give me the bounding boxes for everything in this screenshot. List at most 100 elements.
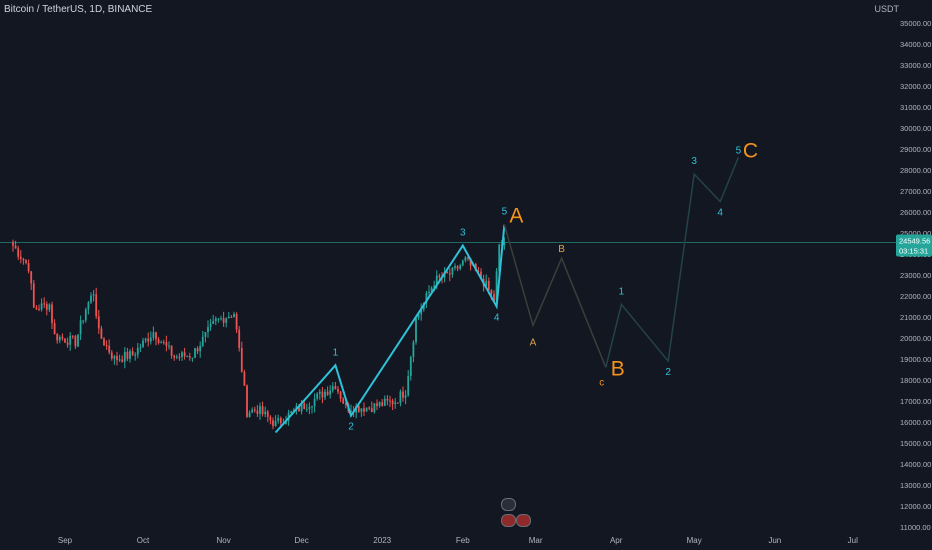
y-tick-label: 23000.00 bbox=[900, 271, 931, 280]
event-badge-3[interactable] bbox=[516, 514, 531, 527]
candle-body bbox=[61, 336, 64, 339]
candle-body bbox=[233, 313, 235, 318]
candle-body bbox=[459, 265, 462, 269]
candle-body bbox=[454, 266, 456, 268]
candle-body bbox=[498, 244, 501, 272]
candle-body bbox=[103, 338, 105, 346]
candle-body bbox=[222, 318, 225, 323]
candle-body bbox=[87, 302, 90, 310]
candle-body bbox=[196, 348, 199, 352]
candle-body bbox=[173, 355, 176, 358]
y-tick-label: 29000.00 bbox=[900, 145, 931, 154]
symbol-title[interactable]: Bitcoin / TetherUS, 1D, BINANCE bbox=[4, 4, 153, 15]
candle-body bbox=[305, 409, 308, 411]
y-tick-label: 26000.00 bbox=[900, 208, 931, 217]
candle-body bbox=[126, 351, 129, 359]
y-tick-label: 16000.00 bbox=[900, 418, 931, 427]
candle-body bbox=[428, 291, 430, 294]
candle-body bbox=[363, 408, 365, 412]
candle-body bbox=[326, 391, 329, 395]
candle-body bbox=[342, 398, 345, 404]
candle-body bbox=[118, 359, 121, 361]
candle-body bbox=[303, 403, 306, 410]
candle-body bbox=[235, 313, 238, 330]
x-tick-label: Jun bbox=[768, 536, 781, 545]
candle-body bbox=[368, 407, 371, 409]
candle-body bbox=[201, 336, 204, 346]
event-badge-1[interactable] bbox=[501, 498, 516, 511]
candle-body bbox=[139, 347, 142, 349]
candle-body bbox=[477, 270, 480, 272]
candle-body bbox=[92, 294, 95, 296]
candle-body bbox=[456, 266, 459, 269]
candle-body bbox=[259, 406, 261, 414]
candle-body bbox=[230, 316, 233, 318]
candle-body bbox=[204, 331, 207, 337]
candle-body bbox=[407, 376, 410, 396]
y-tick-label: 30000.00 bbox=[900, 124, 931, 133]
event-badge-2[interactable] bbox=[501, 514, 516, 527]
y-tick-label: 35000.00 bbox=[900, 19, 931, 28]
y-tick-label: 11000.00 bbox=[900, 523, 931, 532]
wave-label: 2 bbox=[348, 422, 354, 433]
candle-body bbox=[404, 395, 407, 398]
candle-body bbox=[217, 318, 220, 320]
x-tick-label: Oct bbox=[137, 536, 150, 545]
candle-body bbox=[433, 285, 436, 288]
candle-body bbox=[248, 412, 251, 417]
candle-body bbox=[480, 271, 482, 279]
candle-body bbox=[144, 338, 147, 341]
candle-body bbox=[324, 391, 326, 398]
candle-body bbox=[155, 332, 157, 340]
y-tick-label: 21000.00 bbox=[900, 313, 931, 322]
candle-body bbox=[71, 335, 74, 337]
candle-body bbox=[298, 405, 300, 412]
wave-label: B bbox=[558, 244, 565, 255]
candle-body bbox=[272, 420, 274, 427]
wave-label: 4 bbox=[717, 208, 723, 219]
candle-body bbox=[66, 342, 69, 345]
wave-label: 5 bbox=[502, 207, 508, 218]
y-tick-label: 32000.00 bbox=[900, 82, 931, 91]
candle-body bbox=[279, 417, 282, 424]
degree-label: A bbox=[509, 205, 523, 228]
wave-label: 3 bbox=[460, 228, 466, 239]
candle-body bbox=[214, 318, 217, 321]
candle-body bbox=[69, 335, 72, 345]
candle-body bbox=[207, 327, 209, 332]
candle-body bbox=[53, 323, 56, 335]
candle-body bbox=[149, 337, 152, 342]
candle-body bbox=[14, 245, 17, 249]
candle-body bbox=[162, 342, 165, 344]
candle-body bbox=[35, 307, 38, 309]
candle-body bbox=[253, 409, 256, 411]
candle-body bbox=[503, 242, 506, 246]
candle-body bbox=[266, 411, 269, 417]
candle-body bbox=[123, 351, 126, 362]
x-tick-label: Feb bbox=[456, 536, 470, 545]
x-tick-label: Sep bbox=[58, 536, 73, 545]
y-tick-label: 33000.00 bbox=[900, 61, 931, 70]
candle-body bbox=[168, 345, 170, 347]
candle-body bbox=[48, 304, 51, 310]
wave-label: A bbox=[530, 337, 537, 348]
candle-body bbox=[178, 356, 181, 358]
candle-body bbox=[420, 309, 423, 315]
candle-body bbox=[246, 385, 248, 417]
candle-body bbox=[25, 260, 27, 264]
candle-body bbox=[225, 318, 228, 323]
candle-body bbox=[438, 275, 441, 278]
candle-body bbox=[378, 402, 381, 406]
y-tick-label: 25000.00 bbox=[900, 229, 931, 238]
candle-body bbox=[269, 416, 272, 421]
candle-body bbox=[12, 242, 14, 246]
wave-label: 1 bbox=[619, 286, 625, 297]
y-tick-label: 13000.00 bbox=[900, 481, 931, 490]
candle-body bbox=[425, 293, 428, 303]
candle-body bbox=[45, 304, 48, 310]
x-tick-label: 2023 bbox=[373, 536, 391, 545]
candle-body bbox=[391, 400, 394, 405]
candle-body bbox=[383, 398, 386, 406]
candle-body bbox=[308, 407, 311, 410]
